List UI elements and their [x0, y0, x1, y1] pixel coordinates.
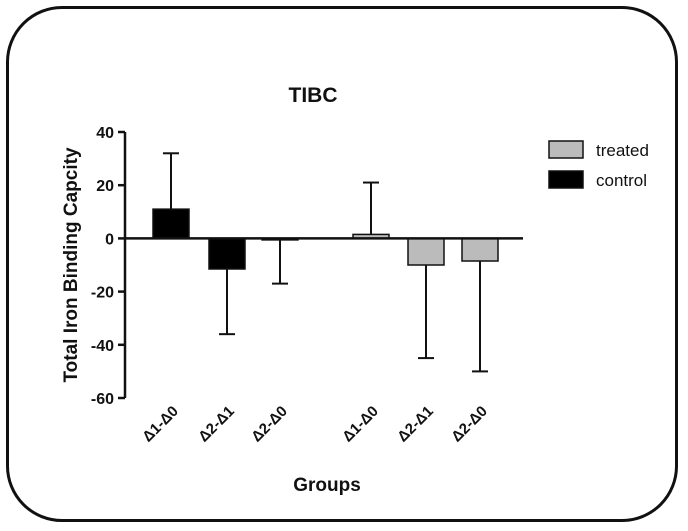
y-tick-label: -60: [91, 391, 114, 408]
x-axis-label: Groups: [293, 475, 361, 496]
legend-swatch-control: [548, 170, 584, 189]
legend: treated control: [548, 140, 649, 190]
y-tick-label: -20: [91, 285, 114, 302]
bar-treated: [407, 237, 445, 266]
chart-frame: [6, 6, 678, 522]
x-tick-label: Δ1-Δ0: [339, 403, 382, 446]
y-axis-label: Total Iron Binding Capcity: [61, 147, 82, 382]
bar-treated: [461, 237, 499, 262]
x-tick-label: Δ2-Δ1: [195, 403, 238, 446]
x-tick-label: Δ2-Δ0: [248, 403, 291, 446]
x-tick-label: Δ1-Δ0: [139, 403, 182, 446]
y-tick-label: 0: [105, 231, 114, 248]
legend-label-treated: treated: [596, 141, 649, 160]
x-tick-label: Δ2-Δ0: [448, 403, 491, 446]
legend-label-control: control: [596, 171, 647, 190]
y-tick-label: 20: [96, 178, 114, 195]
y-tick-label: -40: [91, 338, 114, 355]
y-tick-label: 40: [96, 125, 114, 142]
bar-control: [152, 208, 190, 240]
x-tick-label: Δ2-Δ1: [394, 403, 437, 446]
bar-control: [208, 237, 246, 270]
chart-title: TIBC: [289, 84, 338, 107]
legend-swatch-treated: [548, 140, 584, 159]
